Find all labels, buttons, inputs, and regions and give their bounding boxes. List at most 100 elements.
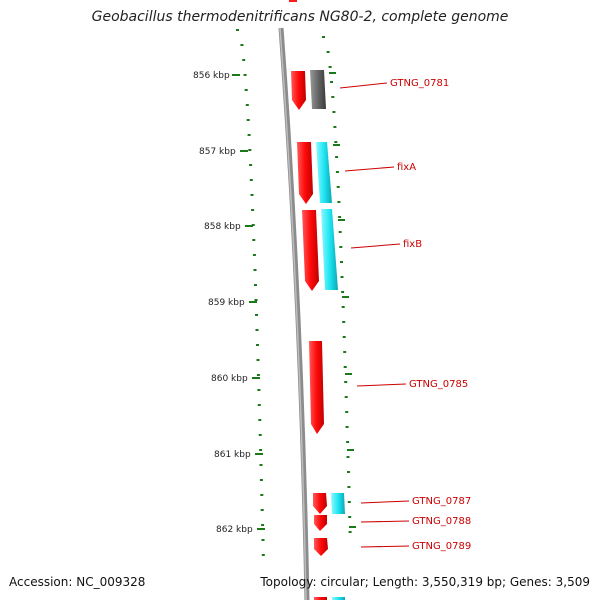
right-rail-dot-25 — [345, 411, 349, 413]
leader-GTNG_0789 — [360, 545, 410, 548]
right-rail-dot-4 — [331, 96, 335, 98]
left-rail-dot-33 — [261, 524, 265, 526]
leader-GTNG_0781 — [339, 82, 388, 89]
gene-label-fixA[interactable]: fixA — [397, 162, 416, 173]
left-rail-dot-5 — [245, 104, 249, 106]
right-rail-dot-11 — [337, 201, 341, 203]
right-rail-dot-17 — [341, 291, 345, 293]
gene-GTNG_0788-forward[interactable] — [314, 515, 327, 531]
gene-labels: GTNG_0781 fixA fixB GTNG_0785 GTNG_0787 … — [390, 78, 471, 552]
right-rail-dot-12 — [338, 216, 342, 218]
left-rail-dot-16 — [253, 269, 257, 271]
gene-fixA-reverse[interactable] — [316, 142, 332, 203]
right-rail-dot-8 — [335, 156, 339, 158]
left-rail-dot-8 — [248, 149, 252, 151]
gene-label-GTNG_0788[interactable]: GTNG_0788 — [412, 516, 471, 527]
left-rail-dot-25 — [257, 404, 261, 406]
gene-label-GTNG_0787[interactable]: GTNG_0787 — [412, 496, 471, 507]
right-scale-ticks — [329, 72, 356, 528]
leader-fixA — [344, 166, 395, 172]
right-rail-dot-31 — [347, 501, 351, 503]
gene-GTNG_0781-reverse[interactable] — [310, 70, 326, 109]
left-rail-dot-30 — [259, 479, 263, 481]
genome-backbone — [278, 27, 310, 600]
left-rail-dot-0 — [236, 29, 239, 31]
gene-fixB-forward[interactable] — [302, 210, 319, 291]
left-rail-dot-21 — [256, 344, 259, 346]
leader-GTNG_0785 — [356, 383, 407, 387]
right-rail-dot-0 — [322, 36, 325, 38]
right-rail-dot-33 — [348, 531, 352, 533]
left-rail-dot-27 — [258, 434, 262, 436]
left-rail-dot-14 — [252, 239, 256, 241]
right-rail-dot-5 — [332, 111, 336, 113]
right-rail-dot-29 — [347, 471, 350, 473]
right-rail-dot-26 — [345, 426, 349, 428]
gene-GTNG_0789-forward[interactable] — [314, 538, 328, 556]
left-rail-dot-7 — [247, 134, 251, 136]
right-rail-dot-32 — [348, 516, 352, 518]
gene-label-GTNG_0781[interactable]: GTNG_0781 — [390, 78, 449, 89]
left-rail-dot-9 — [249, 164, 253, 166]
left-rail-dot-32 — [260, 509, 264, 511]
map-title: Geobacillus thermodenitrificans NG80-2, … — [91, 9, 509, 25]
gene-label-fixB[interactable]: fixB — [403, 239, 422, 250]
right-rail-dot-14 — [339, 246, 343, 248]
left-rail-dot-20 — [255, 329, 259, 331]
right-rail-dot-9 — [335, 171, 339, 173]
left-rail-dot-6 — [246, 119, 250, 121]
gene-features — [289, 0, 345, 600]
scale-label-858: 858 kbp — [204, 222, 241, 232]
right-rail-dot-22 — [343, 366, 347, 368]
gene-GTNG_0787-reverse[interactable] — [331, 493, 345, 514]
scale-label-860: 860 kbp — [211, 374, 248, 384]
gene-GTNG_0787-forward[interactable] — [313, 493, 327, 514]
left-rail-dot-31 — [260, 494, 264, 496]
right-rail-dot-3 — [330, 81, 333, 83]
left-rail-dot-3 — [243, 74, 247, 76]
scale-label-856: 856 kbp — [193, 71, 230, 81]
genome-backbone-highlight — [279, 27, 307, 600]
right-rail-dot-16 — [340, 276, 344, 278]
gene-GTNG_0785-forward[interactable] — [309, 341, 324, 434]
gene-partial-forward-bottom — [314, 597, 327, 600]
leader-GTNG_0788 — [360, 520, 410, 523]
right-rail-dot-20 — [342, 336, 346, 338]
left-rail-dot-2 — [242, 59, 246, 61]
gene-fixB-reverse[interactable] — [321, 209, 338, 290]
right-rail-dot-23 — [344, 381, 348, 383]
genome-summary-text: Topology: circular; Length: 3,550,319 bp… — [260, 575, 590, 589]
gene-fixA-forward[interactable] — [297, 142, 313, 204]
left-rail-dot-34 — [261, 539, 265, 541]
gene-partial-top — [289, 0, 297, 2]
right-rail-dot-28 — [346, 456, 350, 458]
left-rail-dot-29 — [259, 464, 263, 466]
left-rail-dot-18 — [254, 299, 258, 301]
left-rail-dot-1 — [240, 44, 244, 46]
left-rail-dot-10 — [249, 179, 253, 181]
left-rail-dot-23 — [256, 374, 260, 376]
left-rail-dot-4 — [244, 89, 248, 91]
right-rail-dot-18 — [341, 306, 345, 308]
left-rail-dot-26 — [258, 419, 262, 421]
right-rail-dot-21 — [343, 351, 347, 353]
scale-label-862: 862 kbp — [216, 525, 253, 535]
left-tick-rail — [236, 29, 265, 556]
right-rail-dot-10 — [336, 186, 340, 188]
left-rail-dot-12 — [251, 209, 255, 211]
accession-text: Accession: NC_009328 — [9, 575, 146, 589]
left-rail-dot-22 — [256, 359, 260, 361]
left-rail-dot-17 — [254, 284, 257, 286]
scale-label-857: 857 kbp — [199, 147, 236, 157]
gene-label-GTNG_0785[interactable]: GTNG_0785 — [409, 379, 468, 390]
gene-GTNG_0781-forward[interactable] — [291, 71, 306, 110]
left-rail-dot-28 — [259, 449, 263, 451]
right-rail-dot-2 — [328, 66, 332, 68]
gene-label-GTNG_0789[interactable]: GTNG_0789 — [412, 541, 471, 552]
right-rail-dot-6 — [333, 126, 337, 128]
left-rail-dot-11 — [250, 194, 254, 196]
right-rail-dot-7 — [334, 141, 338, 143]
right-tick-rail — [322, 36, 352, 533]
right-rail-dot-24 — [344, 396, 348, 398]
